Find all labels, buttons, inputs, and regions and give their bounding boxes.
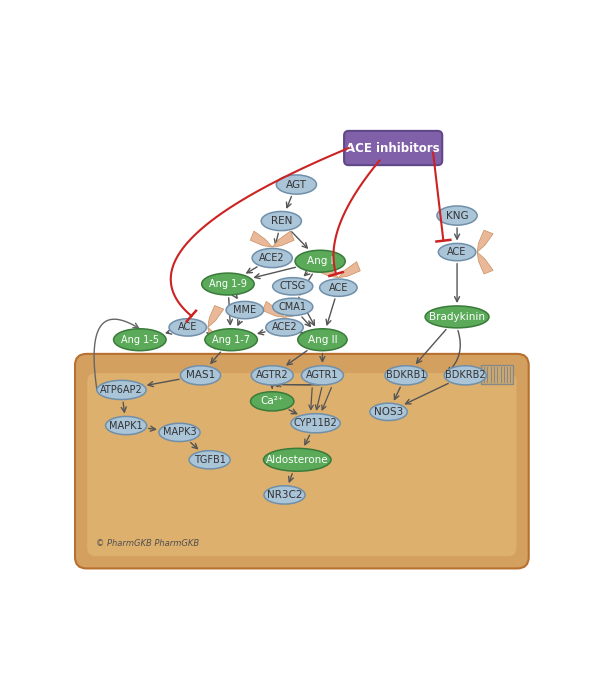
- Polygon shape: [316, 262, 338, 278]
- Text: AGTR2: AGTR2: [256, 370, 289, 380]
- Ellipse shape: [263, 449, 331, 471]
- Ellipse shape: [298, 329, 347, 351]
- Polygon shape: [477, 252, 493, 274]
- Ellipse shape: [252, 249, 292, 267]
- Ellipse shape: [264, 486, 305, 504]
- Ellipse shape: [189, 451, 230, 469]
- Ellipse shape: [320, 279, 357, 296]
- Text: ACE2: ACE2: [259, 253, 285, 263]
- Text: MAS1: MAS1: [186, 370, 215, 380]
- Ellipse shape: [105, 416, 147, 435]
- Text: © PharmGKB PharmGKB: © PharmGKB PharmGKB: [97, 539, 200, 548]
- Polygon shape: [272, 231, 294, 247]
- Text: Ang 1-7: Ang 1-7: [212, 335, 250, 344]
- Text: REN: REN: [270, 216, 292, 226]
- Text: ACE inhibitors: ACE inhibitors: [346, 141, 440, 154]
- Text: MAPK1: MAPK1: [110, 420, 143, 431]
- Ellipse shape: [250, 392, 294, 411]
- Polygon shape: [208, 305, 224, 327]
- FancyBboxPatch shape: [87, 373, 517, 556]
- Text: KNG: KNG: [446, 211, 468, 220]
- Text: NOS3: NOS3: [374, 407, 403, 417]
- Text: CYP11B2: CYP11B2: [294, 418, 337, 429]
- Ellipse shape: [370, 403, 408, 420]
- Text: Ca²⁺: Ca²⁺: [260, 396, 284, 407]
- Ellipse shape: [97, 380, 146, 400]
- Ellipse shape: [273, 278, 313, 295]
- Ellipse shape: [251, 366, 293, 385]
- Text: TGFB1: TGFB1: [194, 455, 226, 465]
- Ellipse shape: [425, 306, 489, 328]
- Text: ACE: ACE: [448, 247, 466, 257]
- FancyBboxPatch shape: [344, 131, 442, 165]
- Ellipse shape: [295, 250, 345, 272]
- Text: ACE: ACE: [178, 322, 197, 332]
- Text: Ang 1-5: Ang 1-5: [121, 335, 159, 344]
- Text: Ang 1-9: Ang 1-9: [209, 279, 247, 289]
- Text: MME: MME: [233, 305, 256, 315]
- Text: Ang II: Ang II: [307, 335, 337, 344]
- Ellipse shape: [180, 366, 221, 385]
- Polygon shape: [338, 262, 360, 278]
- Ellipse shape: [385, 366, 427, 385]
- Ellipse shape: [302, 366, 343, 385]
- Polygon shape: [208, 327, 224, 349]
- Ellipse shape: [159, 423, 200, 442]
- Text: CMA1: CMA1: [279, 302, 307, 312]
- Text: Bradykinin: Bradykinin: [429, 312, 485, 322]
- Polygon shape: [477, 230, 493, 252]
- Ellipse shape: [262, 212, 302, 231]
- FancyBboxPatch shape: [481, 365, 513, 384]
- Text: Ang I: Ang I: [307, 256, 333, 266]
- Text: NR3C2: NR3C2: [267, 490, 302, 500]
- Ellipse shape: [444, 366, 487, 385]
- Text: ATP6AP2: ATP6AP2: [100, 385, 143, 395]
- FancyBboxPatch shape: [75, 354, 529, 568]
- Polygon shape: [284, 301, 306, 318]
- Ellipse shape: [114, 329, 166, 351]
- Ellipse shape: [273, 298, 313, 316]
- Polygon shape: [250, 231, 272, 247]
- Text: AGT: AGT: [286, 180, 307, 189]
- Text: BDKRB2: BDKRB2: [445, 370, 485, 380]
- Ellipse shape: [201, 273, 254, 295]
- Text: CTSG: CTSG: [280, 281, 306, 291]
- Text: BDKRB1: BDKRB1: [386, 370, 426, 380]
- Ellipse shape: [205, 329, 257, 351]
- Ellipse shape: [438, 243, 476, 260]
- Text: AGTR1: AGTR1: [306, 370, 339, 380]
- Ellipse shape: [276, 175, 316, 194]
- Text: ACE2: ACE2: [272, 322, 297, 332]
- Ellipse shape: [169, 319, 207, 336]
- Text: MAPK3: MAPK3: [163, 427, 196, 438]
- Ellipse shape: [437, 206, 477, 225]
- Ellipse shape: [291, 413, 340, 433]
- Text: ACE: ACE: [329, 282, 348, 293]
- Text: Aldosterone: Aldosterone: [266, 455, 329, 465]
- Polygon shape: [263, 301, 284, 318]
- Ellipse shape: [266, 319, 303, 336]
- Ellipse shape: [226, 301, 263, 319]
